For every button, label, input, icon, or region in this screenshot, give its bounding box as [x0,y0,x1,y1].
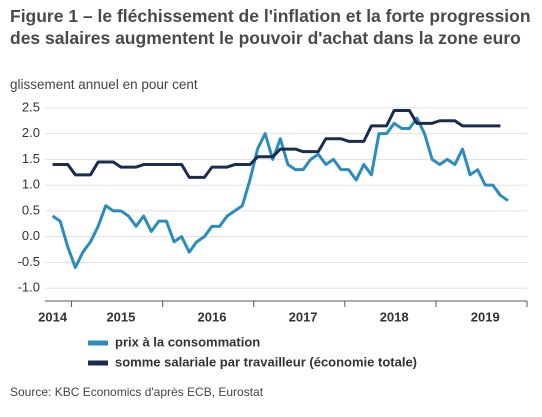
chart-title: Figure 1 – le fléchissement de l'inflati… [10,6,531,48]
y-tick-label: 1.0 [22,177,40,192]
y-tick-label: -0.5 [18,254,40,269]
source-note: Source: KBC Economics d'après ECB, Euros… [10,385,264,399]
chart-subtitle: glissement annuel en pour cent [10,77,198,92]
x-tick-label: 2018 [380,309,409,324]
x-tick-label: 2017 [289,309,318,324]
legend-label: somme salariale par travailleur (économi… [115,354,417,369]
y-tick-label: 0.0 [22,228,40,243]
y-tick-label: 0.5 [22,202,40,217]
y-tick-label: 1.5 [22,151,40,166]
x-tick-label: 2014 [38,309,68,324]
x-tick-label: 2019 [471,309,500,324]
series-line [52,108,501,179]
legend-label: prix à la consommation [115,334,260,349]
y-tick-label: 2.0 [22,125,40,140]
y-tick-label: 2.5 [22,99,40,114]
x-tick-label: 2016 [198,309,227,324]
x-tick-label: 2015 [106,309,135,324]
chart: -1.0 -0.5 0.0 0.5 1.0 1.5 2.0 2.5 2014 2015 2016 20… [18,99,528,369]
y-tick-label: -1.0 [18,280,40,295]
series-line [51,116,509,270]
